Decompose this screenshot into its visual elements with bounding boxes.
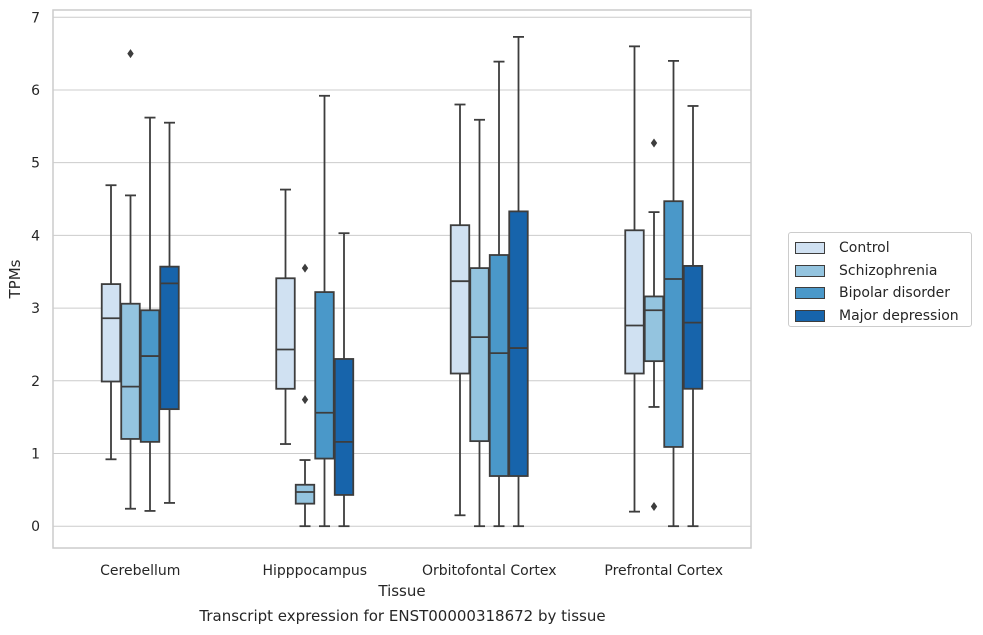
y-tick-label: 7 xyxy=(31,10,40,26)
x-tick-label: Hipppocampus xyxy=(262,563,367,579)
legend-item-major-depression: Major depression xyxy=(795,305,965,328)
box xyxy=(294,483,316,505)
box xyxy=(643,295,665,363)
x-tick-label: Prefrontal Cortex xyxy=(604,563,723,579)
box xyxy=(139,309,161,443)
y-tick-label: 4 xyxy=(31,228,40,244)
box xyxy=(624,229,645,375)
outlier-marker xyxy=(650,502,658,512)
legend-label-schizophrenia: Schizophrenia xyxy=(839,262,938,279)
box xyxy=(663,200,684,448)
legend-label-bipolar: Bipolar disorder xyxy=(839,285,951,302)
legend-swatch-major-depression xyxy=(795,309,825,322)
legend-swatch-schizophrenia xyxy=(795,264,825,277)
legend-label-major-depression: Major depression xyxy=(839,307,959,324)
box xyxy=(120,302,141,440)
chart-caption: Transcript expression for ENST0000031867… xyxy=(199,607,606,625)
plot-frame xyxy=(52,9,752,549)
y-tick-label: 5 xyxy=(31,156,40,172)
legend-item-bipolar: Bipolar disorder xyxy=(795,282,965,305)
box xyxy=(100,283,122,383)
outlier-marker xyxy=(650,138,658,148)
box xyxy=(275,277,296,390)
outlier-marker xyxy=(301,395,309,405)
x-tick-label: Cerebellum xyxy=(100,563,180,579)
y-tick-label: 6 xyxy=(31,83,40,99)
legend-swatch-control xyxy=(795,242,825,255)
box xyxy=(469,267,490,443)
legend-item-schizophrenia: Schizophrenia xyxy=(795,260,965,283)
legend: Control Schizophrenia Bipolar disorder M… xyxy=(788,232,972,327)
box xyxy=(159,265,180,411)
legend-label-control: Control xyxy=(839,240,890,257)
legend-item-control: Control xyxy=(795,237,965,260)
y-tick-label: 0 xyxy=(31,519,40,535)
x-axis-label: Tissue xyxy=(377,582,425,600)
y-tick-label: 3 xyxy=(31,301,40,317)
box xyxy=(333,358,355,496)
box xyxy=(508,210,529,477)
box xyxy=(314,291,335,460)
legend-swatch-bipolar xyxy=(795,287,825,300)
box xyxy=(488,254,510,477)
box xyxy=(682,265,704,390)
box xyxy=(449,224,471,375)
outlier-marker xyxy=(127,49,134,59)
y-tick-label: 1 xyxy=(31,446,40,462)
plot-area: 0 1 2 3 4 5 6 7 Cerebellum Hipppocampus Orbitofont… xyxy=(31,9,752,579)
outlier-marker xyxy=(301,263,309,273)
x-tick-label: Orbitofontal Cortex xyxy=(422,563,557,579)
y-tick-label: 2 xyxy=(31,374,40,390)
y-axis-label: TPMs xyxy=(6,259,24,299)
